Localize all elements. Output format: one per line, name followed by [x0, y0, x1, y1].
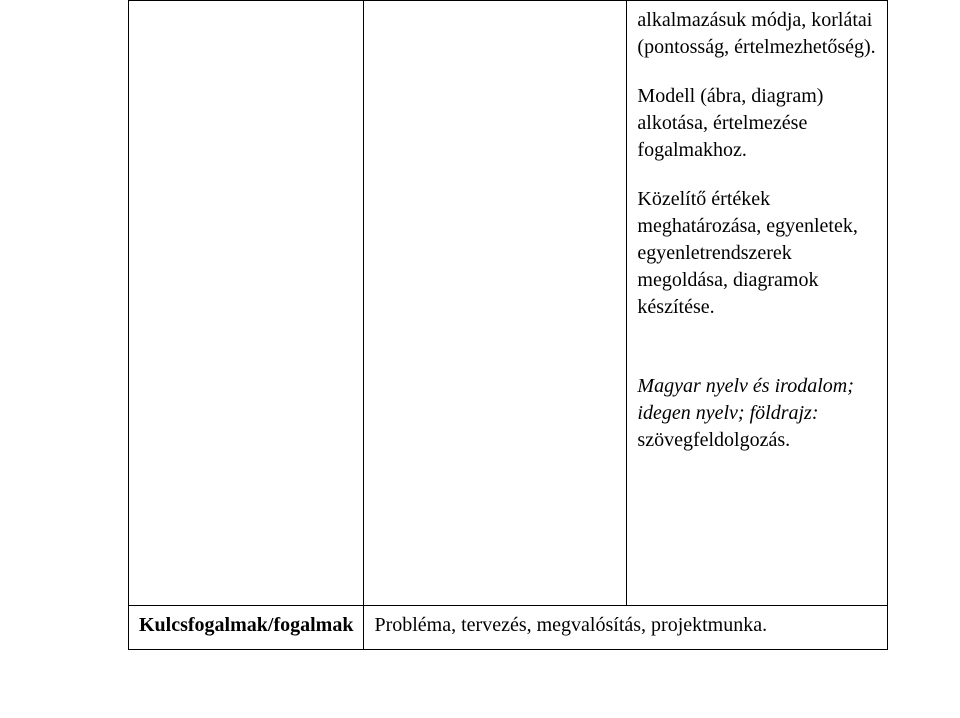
- spacer: [637, 343, 877, 373]
- table-row: Kulcsfogalmak/fogalmak Probléma, tervezé…: [129, 606, 888, 650]
- cell-row1-col1: [129, 1, 364, 606]
- paragraph: Közelítő értékek meghatározása, egyenlet…: [637, 186, 877, 321]
- content-table: alkalmazásuk módja, korlátai (pontosság,…: [128, 0, 888, 650]
- table-row: alkalmazásuk módja, korlátai (pontosság,…: [129, 1, 888, 606]
- cell-row1-col3: alkalmazásuk módja, korlátai (pontosság,…: [627, 1, 888, 606]
- cell-row2-col1: Kulcsfogalmak/fogalmak: [129, 606, 364, 650]
- paragraph: alkalmazásuk módja, korlátai (pontosság,…: [637, 7, 877, 61]
- paragraph: Magyar nyelv és irodalom; idegen nyelv; …: [637, 373, 877, 454]
- cell-row2-col2: Probléma, tervezés, megvalósítás, projek…: [364, 606, 888, 650]
- cell-text: Probléma, tervezés, megvalósítás, projek…: [374, 614, 767, 636]
- text: szövegfeldolgozás.: [637, 429, 790, 451]
- cell-row1-col2: [364, 1, 627, 606]
- cell-text: Kulcsfogalmak/fogalmak: [139, 614, 353, 636]
- page: alkalmazásuk módja, korlátai (pontosság,…: [0, 0, 960, 718]
- italic-text: Magyar nyelv és irodalom; idegen nyelv; …: [637, 375, 853, 424]
- paragraph: Modell (ábra, diagram) alkotása, értelme…: [637, 83, 877, 164]
